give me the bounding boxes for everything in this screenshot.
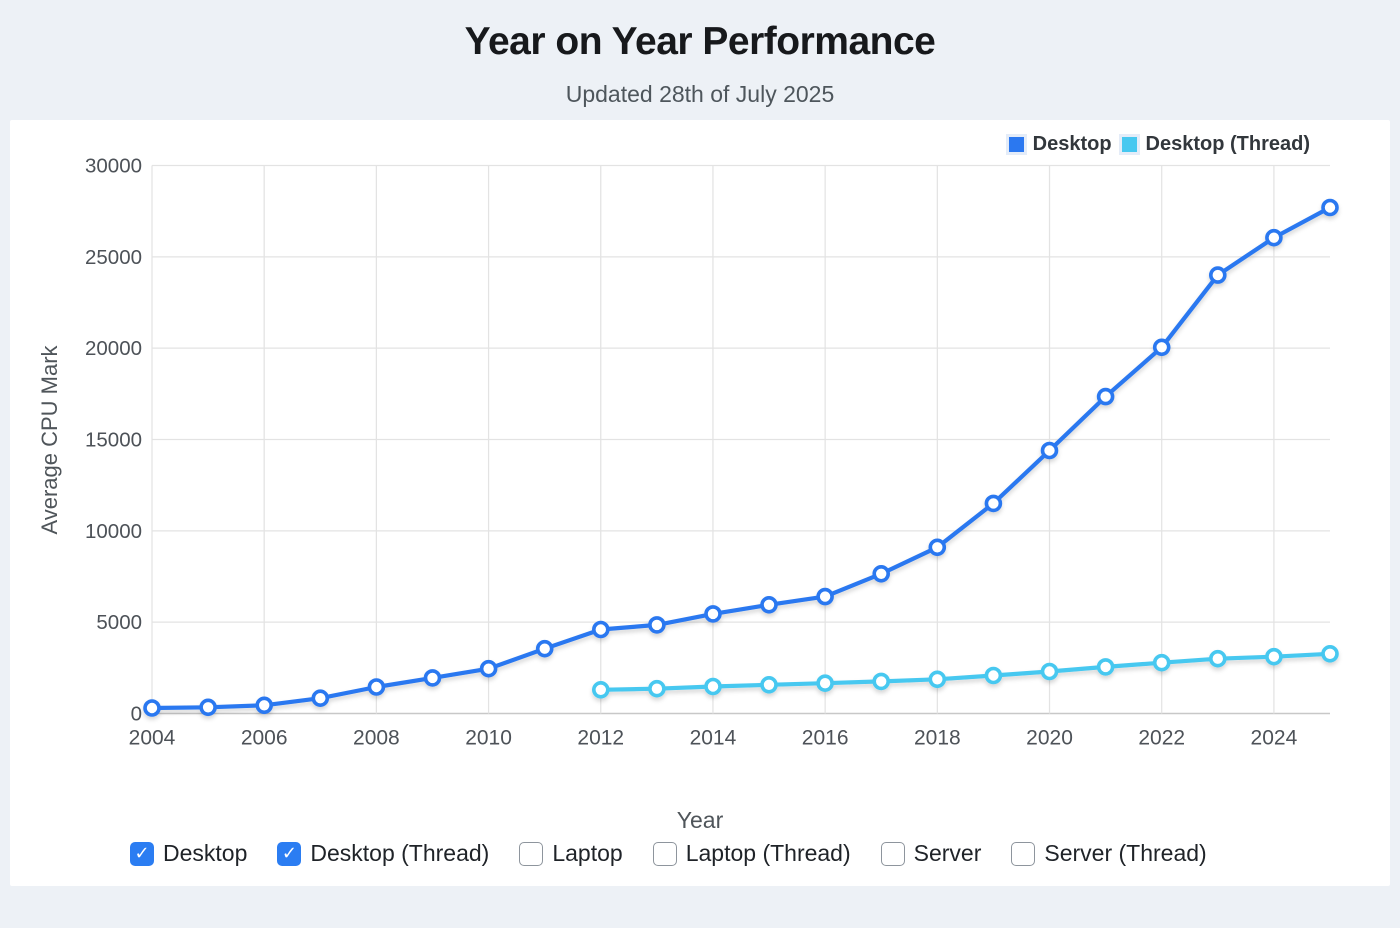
checkmark-icon: ✓ xyxy=(134,842,150,863)
data-point-marker xyxy=(1040,662,1059,681)
x-tick-label: 2010 xyxy=(465,727,512,750)
toggle-server-thread[interactable]: Server (Thread) xyxy=(1011,840,1207,867)
data-point-marker xyxy=(984,666,1003,685)
toggle-label: Desktop xyxy=(163,840,248,866)
toggle-label: Desktop (Thread) xyxy=(310,840,490,866)
page-title: Year on Year Performance xyxy=(464,20,936,63)
data-point-marker xyxy=(816,587,834,606)
checkbox-checked-icon[interactable]: ✓ xyxy=(130,841,154,866)
y-tick-label: 25000 xyxy=(85,246,142,269)
toggle-label: Server (Thread) xyxy=(1044,840,1207,866)
data-point-marker xyxy=(1209,266,1227,284)
data-point-marker xyxy=(423,669,442,687)
y-tick-label: 20000 xyxy=(85,337,142,360)
series-line-desktop xyxy=(149,205,1333,711)
chart-card: Desktop Desktop (Thread) Average CPU Mark… xyxy=(10,120,1390,886)
y-tick-label: 15000 xyxy=(85,429,142,452)
data-point-marker xyxy=(255,696,273,715)
y-tick-label: 5000 xyxy=(96,611,142,634)
data-point-marker xyxy=(1152,338,1171,357)
legend-swatch-icon xyxy=(1005,134,1027,155)
checkbox-checked-icon[interactable]: ✓ xyxy=(277,841,302,866)
data-point-marker xyxy=(648,679,666,698)
data-point-marker xyxy=(367,678,386,696)
page: Year on Year Performance Updated 28th of… xyxy=(0,18,1400,886)
toggle-label: Laptop (Thread) xyxy=(685,840,851,866)
data-point-marker xyxy=(928,670,947,689)
y-tick-label: 30000 xyxy=(85,155,142,178)
data-point-marker xyxy=(928,538,947,557)
data-point-marker xyxy=(872,564,891,583)
legend-label: Desktop xyxy=(1032,133,1112,155)
x-tick-label: 2006 xyxy=(241,727,288,750)
x-axis-title: Year xyxy=(676,807,724,833)
checkbox-unchecked-icon[interactable] xyxy=(880,841,905,866)
x-tick-label: 2014 xyxy=(690,727,737,750)
toggle-laptop-thread[interactable]: Laptop (Thread) xyxy=(652,840,851,867)
x-tick-label: 2018 xyxy=(914,727,961,750)
x-tick-label: 2004 xyxy=(129,727,176,750)
toggle-desktop-thread[interactable]: ✓ Desktop (Thread) xyxy=(277,840,489,867)
x-tick-label: 2012 xyxy=(577,727,624,750)
x-tick-label: 2020 xyxy=(1026,727,1073,750)
data-point-marker xyxy=(648,616,666,634)
y-tick-label: 0 xyxy=(131,703,142,726)
data-point-marker xyxy=(1209,649,1227,668)
legend-swatch-icon xyxy=(1118,134,1140,155)
series-toggles: ✓ Desktop ✓ Desktop (Thread) Laptop Laptop (T… xyxy=(130,840,1207,867)
toggle-laptop[interactable]: Laptop xyxy=(519,840,623,867)
data-point-marker xyxy=(591,620,610,639)
data-point-marker xyxy=(872,672,891,691)
legend-item-desktop[interactable]: Desktop xyxy=(1005,133,1112,156)
data-point-marker xyxy=(816,674,834,693)
data-point-marker xyxy=(1096,387,1115,406)
data-point-marker xyxy=(591,680,610,699)
data-point-marker xyxy=(984,494,1003,513)
toggle-desktop[interactable]: ✓ Desktop xyxy=(130,840,247,867)
x-tick-label: 2016 xyxy=(802,727,849,750)
data-point-marker xyxy=(311,689,330,708)
series-desktop xyxy=(143,198,1339,717)
data-point-marker xyxy=(1321,198,1339,217)
data-point-marker xyxy=(1321,644,1339,663)
toggle-label: Server xyxy=(913,840,982,866)
chart-legend: Desktop Desktop (Thread) xyxy=(1005,133,1310,156)
data-point-marker xyxy=(1152,653,1171,672)
legend-item-desktop-thread[interactable]: Desktop (Thread) xyxy=(1118,133,1310,156)
data-point-marker xyxy=(1040,441,1059,460)
data-point-marker xyxy=(1265,228,1283,247)
data-point-marker xyxy=(704,677,722,696)
data-point-marker xyxy=(760,595,778,614)
data-point-marker xyxy=(760,675,778,694)
checkbox-unchecked-icon[interactable] xyxy=(652,841,677,866)
toggle-label: Laptop xyxy=(552,840,623,866)
data-point-marker xyxy=(199,698,217,717)
legend-label: Desktop (Thread) xyxy=(1145,133,1310,155)
data-point-marker xyxy=(1096,658,1115,676)
data-point-marker xyxy=(1265,647,1283,666)
data-point-marker xyxy=(535,639,554,658)
data-point-marker xyxy=(479,659,498,678)
x-tick-label: 2008 xyxy=(353,727,400,750)
x-tick-label: 2022 xyxy=(1138,727,1185,750)
series-desktop-thread xyxy=(591,644,1339,699)
y-tick-label: 10000 xyxy=(85,520,142,543)
series-line-desktop-thread xyxy=(598,651,1333,692)
checkbox-unchecked-icon[interactable] xyxy=(519,841,544,866)
data-point-marker xyxy=(143,699,161,717)
checkbox-unchecked-icon[interactable] xyxy=(1011,841,1036,866)
page-subtitle: Updated 28th of July 2025 xyxy=(565,81,835,107)
checkmark-icon: ✓ xyxy=(281,842,297,863)
line-chart: 0 5000 10000 15000 20000 25000 30000 2004 2006 20… xyxy=(85,155,1339,750)
data-point-marker xyxy=(704,605,722,623)
toggle-server[interactable]: Server xyxy=(880,840,982,867)
x-tick-label: 2024 xyxy=(1251,727,1298,750)
